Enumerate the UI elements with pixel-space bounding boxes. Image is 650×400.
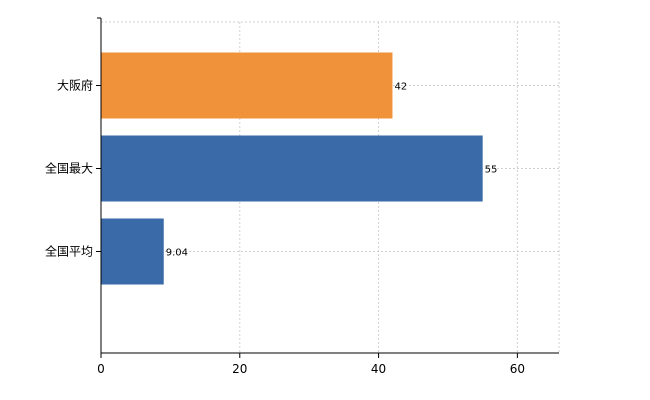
x-tick-label: 40 bbox=[371, 362, 386, 376]
category-label: 大阪府 bbox=[57, 78, 93, 93]
bar-layer bbox=[101, 52, 483, 285]
x-tick-label: 20 bbox=[232, 362, 247, 376]
bar bbox=[101, 135, 483, 202]
data-label: 9.04 bbox=[166, 248, 188, 259]
category-label: 全国平均 bbox=[45, 244, 93, 259]
x-tick-label: 60 bbox=[510, 362, 525, 376]
bar bbox=[101, 218, 164, 285]
x-tick-label: 0 bbox=[97, 362, 105, 376]
data-label: 42 bbox=[394, 82, 407, 93]
axis-layer bbox=[96, 17, 559, 358]
bar bbox=[101, 52, 393, 119]
category-label: 全国最大 bbox=[45, 161, 93, 176]
data-label: 55 bbox=[485, 165, 498, 176]
